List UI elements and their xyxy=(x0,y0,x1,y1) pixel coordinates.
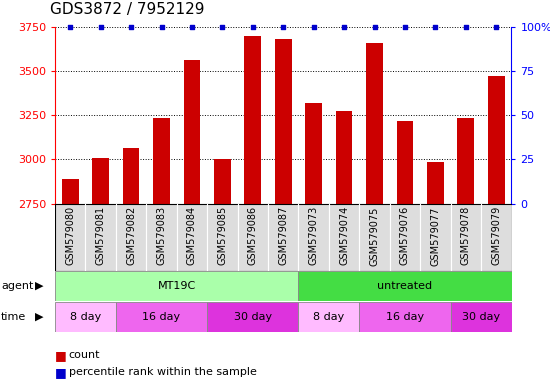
Text: GSM579078: GSM579078 xyxy=(461,206,471,265)
Text: count: count xyxy=(69,350,100,360)
Text: time: time xyxy=(1,312,26,322)
Bar xyxy=(123,148,140,384)
Bar xyxy=(299,204,329,271)
Bar xyxy=(207,204,238,271)
Text: GSM579074: GSM579074 xyxy=(339,206,349,265)
Text: GSM579081: GSM579081 xyxy=(96,206,106,265)
Bar xyxy=(55,204,85,271)
Text: percentile rank within the sample: percentile rank within the sample xyxy=(69,367,257,377)
Point xyxy=(492,24,500,30)
Bar xyxy=(238,204,268,271)
Point xyxy=(126,24,135,30)
Bar xyxy=(55,302,116,331)
Bar xyxy=(450,302,512,331)
Text: GSM579073: GSM579073 xyxy=(309,206,318,265)
Bar xyxy=(207,302,299,331)
Point xyxy=(66,24,75,30)
Text: 8 day: 8 day xyxy=(70,312,101,322)
Bar xyxy=(299,271,512,301)
Text: GSM579084: GSM579084 xyxy=(187,206,197,265)
Bar xyxy=(427,162,444,384)
Point xyxy=(370,24,379,30)
Bar xyxy=(450,204,481,271)
Text: GSM579086: GSM579086 xyxy=(248,206,258,265)
Text: GSM579076: GSM579076 xyxy=(400,206,410,265)
Text: GSM579075: GSM579075 xyxy=(370,206,379,266)
Point xyxy=(157,24,166,30)
Text: ▶: ▶ xyxy=(35,312,43,322)
Bar xyxy=(244,36,261,384)
Text: GDS3872 / 7952129: GDS3872 / 7952129 xyxy=(50,2,204,17)
Text: GSM579083: GSM579083 xyxy=(157,206,167,265)
Text: 8 day: 8 day xyxy=(314,312,344,322)
Text: ■: ■ xyxy=(55,349,67,362)
Text: GSM579079: GSM579079 xyxy=(491,206,501,265)
Point xyxy=(249,24,257,30)
Text: agent: agent xyxy=(1,281,34,291)
Text: GSM579085: GSM579085 xyxy=(217,206,227,265)
Text: 30 day: 30 day xyxy=(462,312,500,322)
Point xyxy=(340,24,349,30)
Bar xyxy=(390,204,420,271)
Text: GSM579080: GSM579080 xyxy=(65,206,75,265)
Bar xyxy=(397,121,414,384)
Bar xyxy=(275,39,292,384)
Text: GSM579082: GSM579082 xyxy=(126,206,136,265)
Point xyxy=(309,24,318,30)
Text: MT19C: MT19C xyxy=(158,281,196,291)
Bar xyxy=(336,111,353,384)
Text: ■: ■ xyxy=(55,366,67,379)
Bar xyxy=(299,302,359,331)
Bar xyxy=(488,76,505,384)
Text: 16 day: 16 day xyxy=(142,312,180,322)
Bar xyxy=(359,302,450,331)
Bar xyxy=(184,60,200,384)
Bar xyxy=(92,157,109,384)
Bar xyxy=(359,204,390,271)
Bar xyxy=(62,179,79,384)
Bar xyxy=(481,204,512,271)
Point xyxy=(96,24,105,30)
Bar xyxy=(153,118,170,384)
Bar xyxy=(420,204,450,271)
Point xyxy=(188,24,196,30)
Bar xyxy=(214,159,231,384)
Bar xyxy=(177,204,207,271)
Bar xyxy=(305,103,322,384)
Bar xyxy=(268,204,299,271)
Text: untreated: untreated xyxy=(377,281,432,291)
Bar xyxy=(55,271,299,301)
Point xyxy=(431,24,440,30)
Text: GSM579087: GSM579087 xyxy=(278,206,288,265)
Bar xyxy=(116,302,207,331)
Bar xyxy=(85,204,116,271)
Point xyxy=(218,24,227,30)
Bar xyxy=(116,204,146,271)
Bar xyxy=(366,43,383,384)
Text: 30 day: 30 day xyxy=(234,312,272,322)
Text: ▶: ▶ xyxy=(35,281,43,291)
Text: GSM579077: GSM579077 xyxy=(431,206,441,266)
Text: 16 day: 16 day xyxy=(386,312,424,322)
Bar xyxy=(146,204,177,271)
Bar xyxy=(458,118,474,384)
Point xyxy=(400,24,409,30)
Point xyxy=(461,24,470,30)
Point xyxy=(279,24,288,30)
Bar xyxy=(329,204,359,271)
